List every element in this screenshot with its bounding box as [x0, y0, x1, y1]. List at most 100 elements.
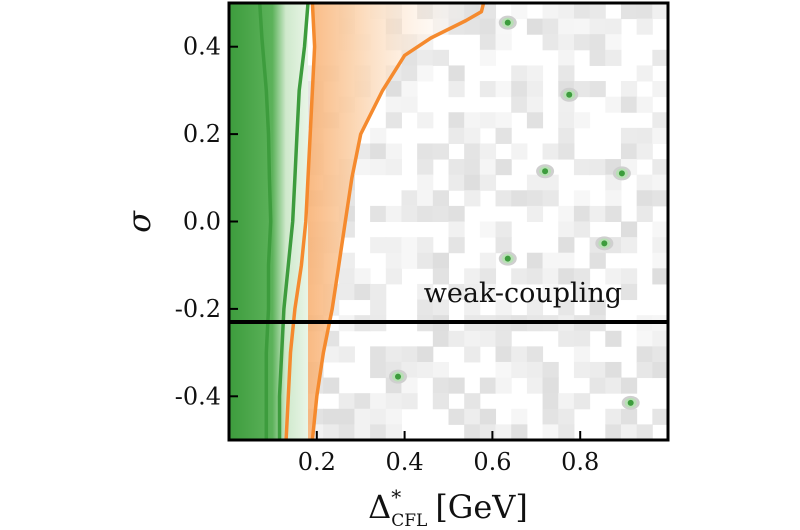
- background-cell: [464, 283, 481, 301]
- background-cell: [652, 408, 668, 425]
- background-cell: [589, 3, 606, 20]
- background-cell: [526, 268, 544, 285]
- background-cell: [479, 174, 497, 191]
- background-cell: [558, 424, 575, 440]
- background-cell: [432, 252, 449, 269]
- background-cell: [636, 424, 653, 440]
- contour-islands: [389, 15, 640, 410]
- background-cell: [589, 205, 606, 222]
- background-cell: [558, 237, 575, 254]
- background-cell: [401, 252, 418, 269]
- background-cell: [526, 96, 544, 113]
- background-cell: [636, 330, 653, 347]
- island-core: [627, 399, 634, 406]
- background-cell: [432, 143, 449, 160]
- background-cell: [605, 361, 622, 379]
- background-cell: [558, 3, 575, 20]
- background-cell: [573, 221, 591, 238]
- background-cell: [542, 393, 559, 410]
- background-cell: [417, 252, 434, 269]
- x-axis-ticks: 0.2 0.4 0.6 0.8: [298, 431, 599, 476]
- background-cell: [573, 361, 591, 379]
- background-cell: [542, 361, 559, 379]
- background-cell: [652, 159, 668, 176]
- background-cell: [417, 65, 434, 82]
- background-cell: [573, 346, 591, 363]
- background-cell: [605, 96, 622, 113]
- background-cell: [652, 268, 668, 285]
- background-cell: [354, 283, 371, 301]
- background-cell: [464, 127, 481, 144]
- background-cell: [338, 283, 355, 301]
- background-cell: [432, 330, 449, 347]
- background-cell: [558, 221, 575, 238]
- background-cell: [636, 3, 653, 20]
- background-cell: [620, 3, 638, 20]
- background-cell: [605, 268, 622, 285]
- background-cell: [495, 346, 512, 363]
- background-cell: [620, 143, 638, 160]
- background-cell: [636, 361, 653, 379]
- island-core: [618, 170, 625, 177]
- background-cell: [558, 205, 575, 222]
- background-cell: [417, 283, 434, 301]
- background-cell: [573, 34, 591, 51]
- background-cell: [479, 159, 497, 176]
- background-cell: [558, 112, 575, 129]
- background-cell: [448, 174, 465, 191]
- background-cell: [370, 143, 387, 160]
- background-cell: [479, 424, 497, 440]
- background-cell: [385, 393, 402, 410]
- background-cell: [417, 174, 434, 191]
- background-cell: [605, 18, 622, 35]
- background-cell: [573, 330, 591, 347]
- background-cell: [495, 361, 512, 379]
- background-cell: [370, 159, 387, 176]
- background-cell: [370, 283, 387, 301]
- background-cell: [448, 330, 465, 347]
- background-cell: [652, 190, 668, 207]
- background-cell: [620, 268, 638, 285]
- background-cell: [495, 237, 512, 254]
- background-cell: [511, 190, 528, 207]
- background-cell: [605, 205, 622, 222]
- background-cell: [417, 143, 434, 160]
- background-cell: [558, 65, 575, 82]
- background-cell: [636, 143, 653, 160]
- background-cell: [542, 143, 559, 160]
- background-cell: [401, 65, 418, 82]
- background-cell: [354, 159, 371, 176]
- background-cell: [417, 299, 434, 316]
- background-cell: [511, 424, 528, 440]
- background-cell: [605, 330, 622, 347]
- background-cell: [401, 377, 418, 394]
- background-cell: [589, 34, 606, 51]
- background-cell: [495, 377, 512, 394]
- background-cell: [479, 143, 497, 160]
- background-cell: [526, 190, 544, 207]
- background-cell: [385, 205, 402, 222]
- background-cell: [464, 408, 481, 425]
- background-cell: [338, 346, 355, 363]
- background-cell: [605, 408, 622, 425]
- background-cell: [385, 346, 402, 363]
- background-cell: [511, 65, 528, 82]
- background-cell: [558, 18, 575, 35]
- contour-line-green_dark-1: [277, 3, 310, 440]
- background-cell: [370, 424, 387, 440]
- background-cell: [589, 252, 606, 269]
- background-cell: [573, 159, 591, 176]
- background-cell: [385, 252, 402, 269]
- island-core: [504, 19, 511, 26]
- background-cell: [620, 237, 638, 254]
- background-cell: [589, 299, 606, 316]
- y-tick-label: -0.2: [175, 295, 221, 323]
- background-cell: [370, 127, 387, 144]
- background-cell: [558, 34, 575, 51]
- background-cell: [636, 127, 653, 144]
- background-cell: [464, 190, 481, 207]
- background-cell: [448, 81, 465, 98]
- background-cell: [417, 159, 434, 176]
- background-cell: [589, 361, 606, 379]
